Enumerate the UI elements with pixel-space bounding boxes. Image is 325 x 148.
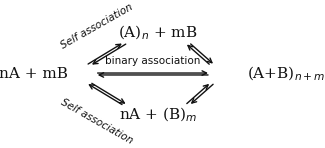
Text: Self association: Self association: [59, 2, 135, 51]
Text: nA + (B)$_m$: nA + (B)$_m$: [119, 106, 197, 124]
Text: nA + mB: nA + mB: [0, 67, 68, 81]
Text: (A+B)$_{n+m}$: (A+B)$_{n+m}$: [247, 65, 325, 83]
Text: binary association: binary association: [105, 56, 201, 66]
Text: (A)$_n$ + mB: (A)$_n$ + mB: [118, 24, 197, 42]
Text: Self association: Self association: [59, 97, 135, 146]
